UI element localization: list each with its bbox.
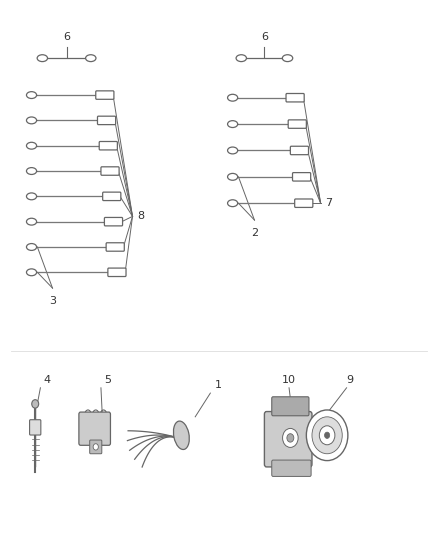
Text: 1: 1	[215, 381, 222, 391]
Ellipse shape	[37, 55, 48, 62]
FancyBboxPatch shape	[101, 167, 119, 175]
FancyBboxPatch shape	[288, 120, 306, 128]
FancyBboxPatch shape	[106, 243, 124, 251]
Ellipse shape	[26, 92, 37, 99]
Ellipse shape	[228, 147, 238, 154]
Text: 5: 5	[104, 375, 111, 385]
Ellipse shape	[283, 55, 293, 62]
Circle shape	[312, 417, 342, 454]
Ellipse shape	[26, 269, 37, 276]
Ellipse shape	[26, 142, 37, 149]
Text: 4: 4	[44, 375, 51, 385]
Ellipse shape	[26, 167, 37, 174]
Ellipse shape	[85, 55, 96, 62]
FancyBboxPatch shape	[99, 141, 117, 150]
Ellipse shape	[173, 421, 189, 449]
Circle shape	[32, 400, 39, 408]
FancyBboxPatch shape	[265, 411, 312, 467]
FancyBboxPatch shape	[108, 268, 126, 277]
Circle shape	[306, 410, 348, 461]
Circle shape	[319, 426, 335, 445]
Circle shape	[325, 432, 330, 439]
Ellipse shape	[26, 218, 37, 225]
Ellipse shape	[228, 200, 238, 207]
FancyBboxPatch shape	[30, 419, 41, 435]
Circle shape	[93, 443, 99, 450]
Text: 9: 9	[346, 375, 354, 385]
Text: 3: 3	[49, 296, 56, 306]
FancyBboxPatch shape	[295, 199, 313, 207]
Ellipse shape	[228, 173, 238, 180]
Text: 6: 6	[63, 33, 70, 42]
FancyBboxPatch shape	[96, 91, 114, 99]
FancyBboxPatch shape	[272, 460, 311, 477]
Ellipse shape	[26, 193, 37, 200]
Text: 8: 8	[137, 212, 144, 221]
Text: 6: 6	[261, 33, 268, 42]
FancyBboxPatch shape	[90, 440, 102, 454]
FancyBboxPatch shape	[98, 116, 116, 125]
FancyBboxPatch shape	[79, 412, 110, 445]
Text: 2: 2	[251, 228, 258, 238]
Ellipse shape	[236, 55, 247, 62]
Ellipse shape	[26, 117, 37, 124]
Circle shape	[287, 434, 294, 442]
Ellipse shape	[26, 244, 37, 251]
Text: 10: 10	[282, 375, 296, 385]
FancyBboxPatch shape	[272, 397, 309, 416]
FancyBboxPatch shape	[286, 93, 304, 102]
FancyBboxPatch shape	[104, 217, 123, 226]
Ellipse shape	[228, 94, 238, 101]
FancyBboxPatch shape	[102, 192, 121, 200]
Ellipse shape	[228, 120, 238, 127]
Text: 7: 7	[325, 198, 332, 208]
FancyBboxPatch shape	[293, 173, 311, 181]
Circle shape	[283, 429, 298, 447]
FancyBboxPatch shape	[290, 146, 308, 155]
